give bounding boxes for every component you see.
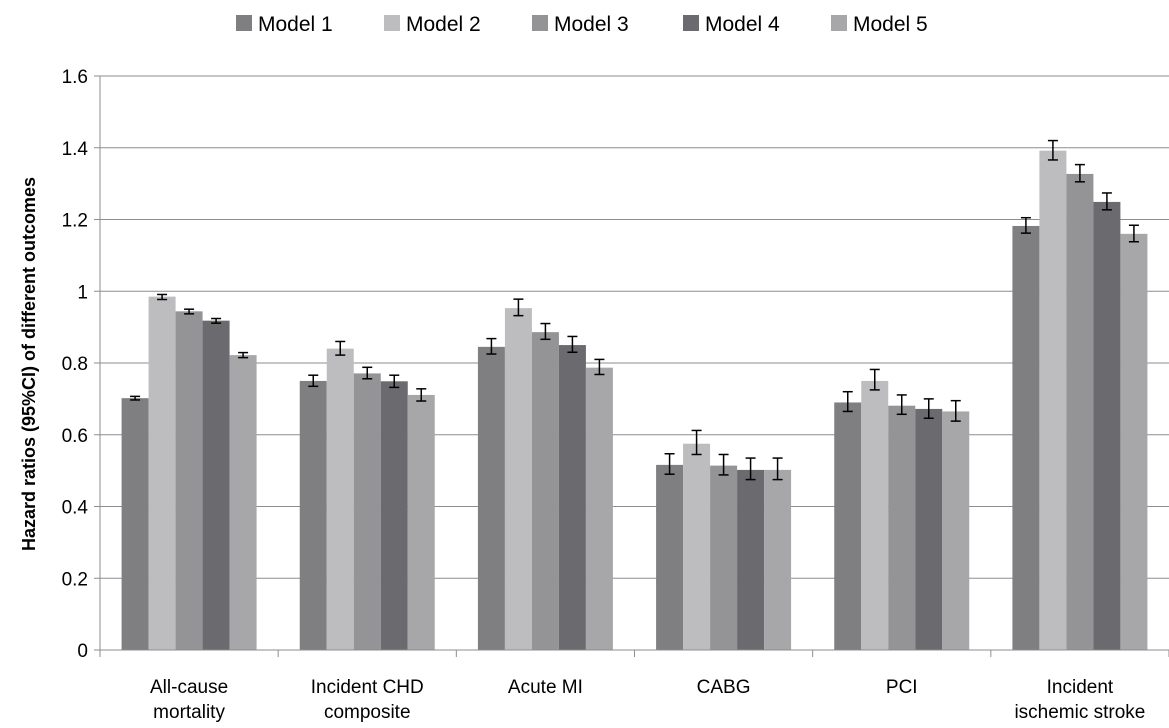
x-category-label: Acute MI	[508, 677, 583, 698]
bar	[737, 469, 765, 650]
bar	[531, 332, 559, 650]
y-tick-label: 1.6	[62, 67, 88, 88]
bar	[148, 296, 176, 650]
y-tick-label: 0.2	[62, 569, 88, 590]
bar	[504, 308, 532, 650]
bar	[477, 346, 505, 650]
bar	[229, 355, 257, 650]
y-tick-label: 1	[77, 282, 88, 303]
bar	[585, 367, 613, 650]
bar	[1066, 173, 1094, 650]
x-category-label: Incident CHD	[311, 677, 424, 698]
legend-swatch	[683, 15, 699, 31]
bar	[326, 348, 354, 650]
legend: Model 1 Model 2 Model 3 Model 4 Model 5	[236, 13, 928, 36]
bar	[1093, 201, 1121, 650]
bars	[121, 150, 1148, 650]
bar	[942, 411, 970, 650]
bar	[380, 381, 408, 650]
legend-label: Model 2	[406, 13, 481, 36]
axes	[94, 75, 1169, 657]
bar	[353, 373, 381, 650]
legend-label: Model 1	[258, 13, 333, 36]
y-tick-labels: 0 0.2 0.4 0.6 0.8 1 1.2 1.4 1.6	[62, 67, 89, 662]
bar	[861, 380, 889, 650]
bar	[834, 402, 862, 650]
x-category-label: mortality	[153, 702, 225, 723]
error-bars	[130, 139, 1139, 481]
x-category-label: All-cause	[150, 677, 228, 698]
gridlines	[100, 75, 1169, 579]
x-category-label: composite	[324, 702, 411, 723]
x-category-label: CABG	[697, 677, 751, 698]
bar	[915, 408, 943, 650]
legend-swatch	[236, 15, 252, 31]
y-tick-label: 0.4	[62, 498, 89, 519]
bar	[175, 311, 203, 650]
legend-swatch	[532, 15, 548, 31]
y-tick-label: 1.4	[62, 139, 89, 160]
x-category-label: ischemic stroke	[1014, 702, 1145, 723]
legend-label: Model 3	[554, 13, 629, 36]
x-category-label: Incident	[1047, 677, 1114, 698]
bar	[407, 394, 435, 650]
bar	[558, 345, 586, 650]
bar	[656, 464, 684, 650]
y-axis-title: Hazard ratios (95%CI) of different outco…	[19, 177, 39, 551]
y-tick-label: 0.8	[62, 354, 88, 375]
bar	[121, 398, 149, 650]
bar	[202, 320, 230, 650]
legend-swatch	[384, 15, 400, 31]
legend-label: Model 5	[853, 13, 928, 36]
bar	[764, 469, 792, 650]
bar	[1039, 150, 1067, 650]
x-category-label: PCI	[886, 677, 918, 698]
bar	[888, 405, 916, 650]
y-tick-label: 0	[77, 641, 88, 662]
category-labels: All-cause mortality Incident CHD composite A…	[150, 677, 1145, 723]
legend-label: Model 4	[705, 13, 780, 36]
y-tick-label: 1.2	[62, 211, 88, 232]
legend-swatch	[831, 15, 847, 31]
bar	[683, 443, 711, 650]
bar	[1012, 225, 1040, 650]
bar	[1120, 233, 1148, 650]
bar	[299, 380, 327, 650]
bar	[710, 465, 738, 650]
y-tick-label: 0.6	[62, 426, 88, 447]
